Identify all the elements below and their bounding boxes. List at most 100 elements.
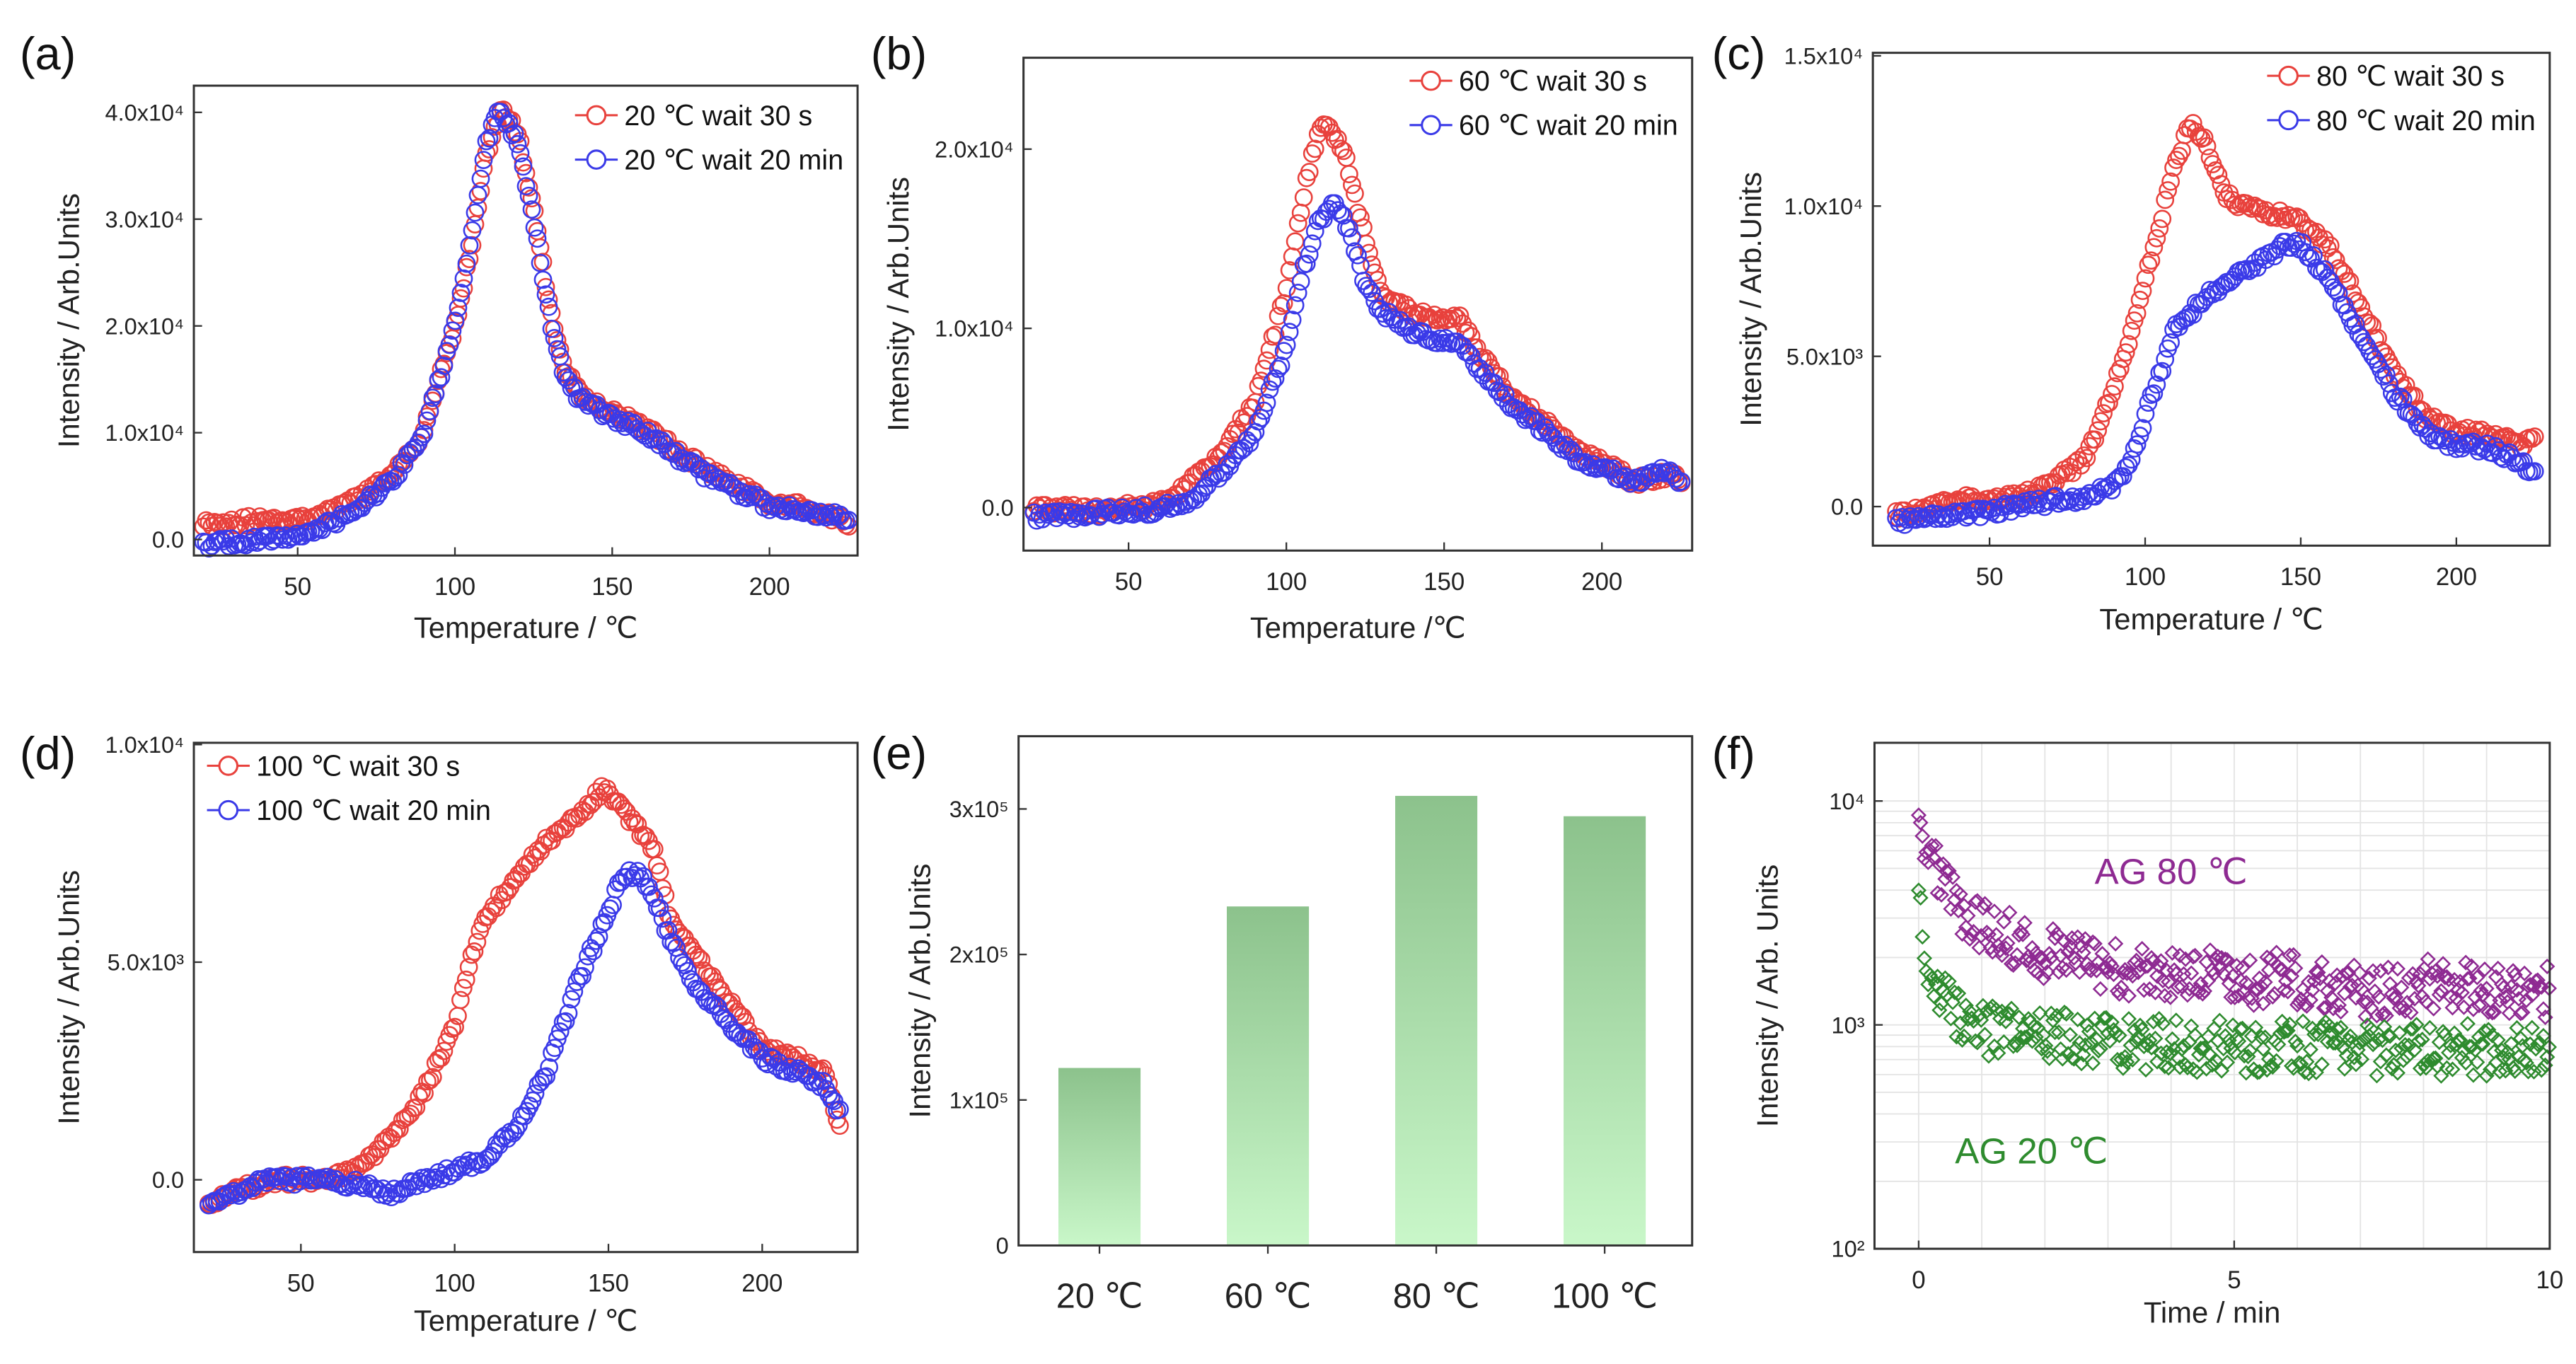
data-point bbox=[2352, 1034, 2368, 1051]
data-point bbox=[1977, 1027, 1993, 1043]
data-point bbox=[811, 502, 830, 521]
data-point bbox=[1235, 439, 1254, 458]
data-point bbox=[559, 1004, 578, 1022]
data-point bbox=[2062, 1027, 2079, 1043]
data-point bbox=[1914, 828, 1931, 844]
data-point bbox=[522, 189, 541, 208]
data-point bbox=[2161, 973, 2177, 990]
data-point bbox=[1956, 1028, 1973, 1044]
data-point bbox=[2359, 994, 2376, 1010]
data-point bbox=[1649, 463, 1668, 482]
data-point bbox=[635, 426, 654, 445]
data-point bbox=[2287, 207, 2306, 226]
data-point bbox=[371, 1140, 390, 1159]
data-point bbox=[2525, 427, 2544, 446]
data-point bbox=[2066, 949, 2082, 966]
data-point bbox=[2397, 1002, 2413, 1019]
data-point bbox=[484, 1142, 503, 1161]
x-tick-label: 150 bbox=[591, 573, 633, 601]
data-point bbox=[717, 1011, 736, 1029]
data-point bbox=[2231, 1033, 2247, 1049]
data-point bbox=[2405, 966, 2421, 982]
data-point bbox=[366, 487, 386, 507]
panel-b: (b) 60 ℃ wait 30 s 60 ℃ wait 20 min 50 100 15… bbox=[871, 28, 1694, 644]
x-axis-label: Temperature / ℃ bbox=[414, 611, 637, 644]
data-point bbox=[2507, 1063, 2523, 1080]
data-point bbox=[2108, 935, 2124, 952]
data-point bbox=[576, 958, 594, 977]
data-point bbox=[587, 931, 606, 950]
data-point bbox=[479, 1148, 497, 1167]
data-point bbox=[578, 947, 597, 966]
data-point bbox=[2242, 952, 2258, 969]
data-point bbox=[446, 311, 465, 330]
data-point bbox=[2223, 989, 2239, 1005]
data-point bbox=[1266, 325, 1285, 345]
data-point bbox=[2103, 385, 2121, 403]
data-point bbox=[463, 221, 482, 240]
data-point bbox=[2122, 1037, 2139, 1053]
data-point bbox=[2083, 1034, 2099, 1051]
data-point bbox=[2517, 965, 2533, 981]
data-point bbox=[2522, 429, 2541, 448]
data-point bbox=[2329, 259, 2348, 278]
y-tick-label: 1.0x10⁴ bbox=[1784, 194, 1864, 219]
data-point bbox=[2125, 439, 2144, 458]
data-point bbox=[2049, 925, 2065, 942]
panel-label: (b) bbox=[871, 28, 927, 79]
y-axis-label: Intensity / Arb. Units bbox=[1750, 865, 1784, 1128]
data-point bbox=[536, 285, 555, 304]
data-point bbox=[352, 1175, 370, 1194]
bar bbox=[1058, 1068, 1141, 1246]
data-point bbox=[2115, 1060, 2131, 1076]
data-point bbox=[446, 1017, 464, 1036]
data-point bbox=[451, 990, 470, 1010]
data-point bbox=[539, 297, 558, 316]
data-point bbox=[2086, 430, 2105, 449]
data-point bbox=[1459, 343, 1478, 362]
data-point bbox=[1346, 184, 1364, 203]
data-point bbox=[2287, 960, 2304, 976]
data-point bbox=[2461, 970, 2478, 986]
data-point bbox=[1178, 495, 1197, 514]
data-point bbox=[471, 169, 490, 188]
data-point bbox=[2480, 1004, 2497, 1020]
data-point bbox=[2444, 1061, 2461, 1077]
data-point bbox=[2176, 1038, 2192, 1054]
data-point bbox=[499, 114, 519, 132]
data-point bbox=[2234, 959, 2251, 976]
data-point bbox=[468, 185, 487, 204]
data-point bbox=[2369, 1068, 2385, 1084]
data-point bbox=[2314, 954, 2330, 971]
data-point bbox=[2014, 926, 2031, 942]
data-point bbox=[509, 1116, 528, 1135]
data-point bbox=[2393, 979, 2410, 995]
data-point bbox=[2475, 1036, 2491, 1052]
data-point bbox=[2330, 997, 2347, 1013]
data-point bbox=[1303, 234, 1322, 253]
data-point bbox=[2531, 979, 2548, 995]
series-label: AG 20 ℃ bbox=[1955, 1131, 2108, 1171]
data-point bbox=[1343, 175, 1361, 195]
data-point bbox=[462, 945, 481, 964]
data-point bbox=[1263, 327, 1282, 346]
data-point bbox=[480, 140, 499, 158]
data-point bbox=[2197, 137, 2217, 156]
legend-marker bbox=[1421, 115, 1441, 136]
y-tick-label: 10² bbox=[1832, 1237, 1865, 1262]
y-tick-label: 1.0x10⁴ bbox=[105, 732, 185, 758]
data-point bbox=[1973, 1012, 1989, 1028]
data-point bbox=[383, 472, 403, 491]
data-point bbox=[2133, 282, 2152, 301]
data-point bbox=[2340, 272, 2360, 291]
data-point bbox=[2164, 1031, 2181, 1047]
data-point bbox=[1912, 889, 1929, 906]
y-axis-label: Intensity / Arb.Units bbox=[52, 870, 85, 1125]
data-point bbox=[2238, 1065, 2254, 1081]
data-point bbox=[2435, 956, 2451, 972]
data-point bbox=[2301, 1065, 2317, 1082]
data-point bbox=[2039, 1043, 2055, 1059]
data-point bbox=[2052, 1041, 2069, 1058]
data-point bbox=[2240, 197, 2258, 216]
data-point bbox=[2195, 128, 2214, 147]
